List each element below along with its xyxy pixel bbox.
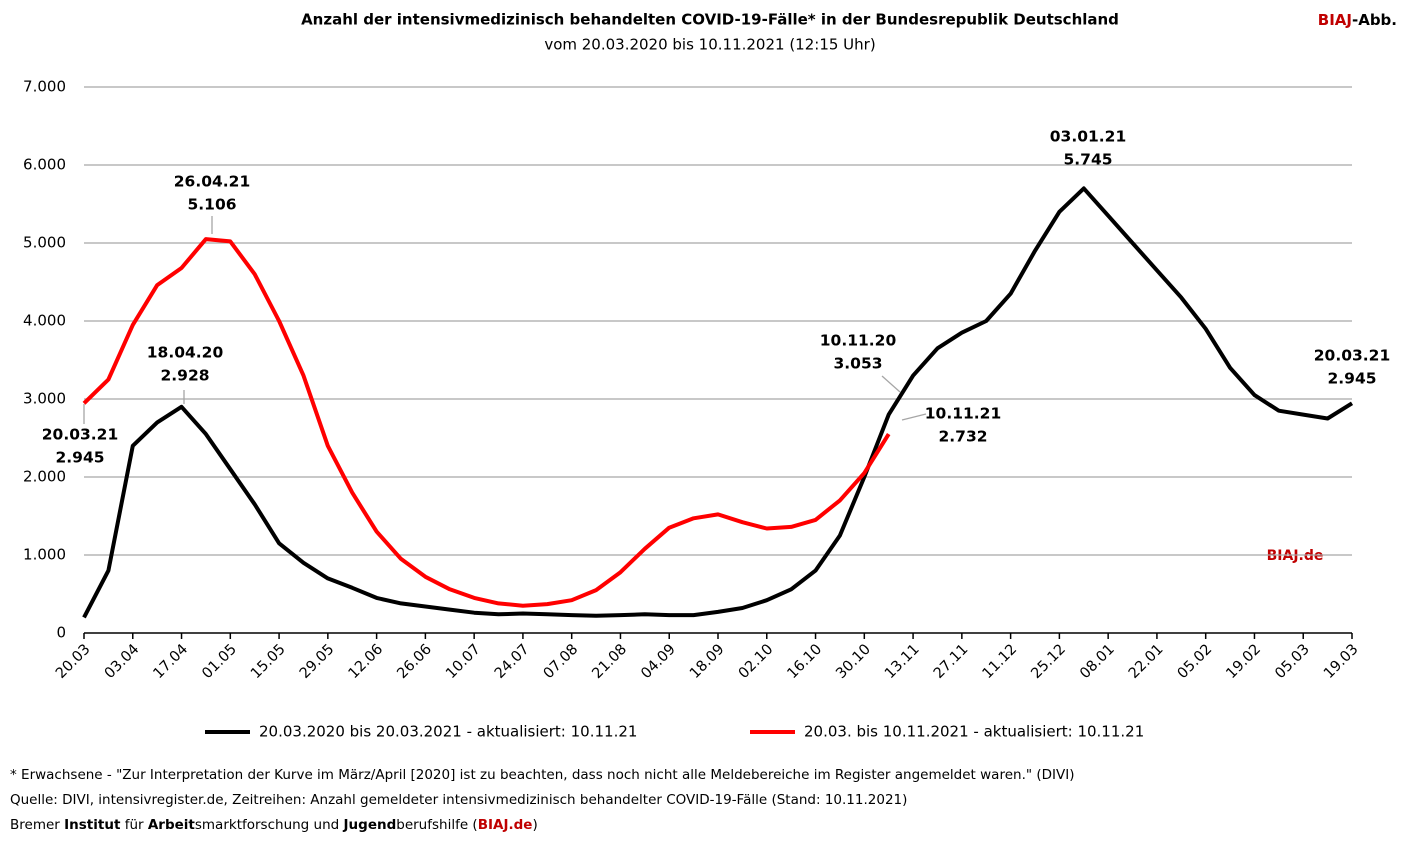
note-part: ) [532, 817, 537, 833]
x-tick-label: 20.03 [53, 641, 94, 682]
note-part: smarktforschung und [195, 817, 344, 833]
x-tick-label: 19.02 [1223, 641, 1264, 682]
x-tick-label: 29.05 [297, 641, 338, 682]
legend-label: 20.03.2020 bis 20.03.2021 - aktualisiert… [259, 723, 637, 741]
y-tick-label: 2.000 [23, 468, 66, 486]
annotation-value: 5.106 [187, 196, 236, 214]
x-tick-label: 07.08 [541, 641, 582, 682]
x-tick-label: 26.06 [394, 641, 435, 682]
note: Bremer Institut für Arbeitsmarktforschun… [10, 817, 538, 833]
x-tick-label: 08.01 [1077, 641, 1118, 682]
note-part: berufshilfe ( [396, 817, 477, 833]
x-tick-label: 12.06 [346, 641, 387, 682]
x-tick-label: 19.03 [1321, 641, 1362, 682]
x-tick-label: 25.12 [1028, 641, 1069, 682]
note-part: Institut [64, 817, 121, 833]
legend-label: 20.03. bis 10.11.2021 - aktualisiert: 10… [804, 723, 1144, 741]
x-tick-label: 05.02 [1175, 641, 1216, 682]
y-tick-label: 6.000 [23, 156, 66, 174]
annotation-date: 18.04.20 [147, 344, 224, 362]
x-tick-label: 22.01 [1126, 641, 1167, 682]
annotation-leader [881, 375, 901, 393]
note-part: Jugend [343, 817, 397, 833]
annotation-date: 26.04.21 [174, 173, 251, 191]
note: Quelle: DIVI, intensivregister.de, Zeitr… [10, 792, 907, 808]
y-tick-label: 4.000 [23, 312, 66, 330]
annotation-value: 5.745 [1063, 151, 1112, 169]
x-tick-label: 01.05 [199, 641, 240, 682]
x-tick-label: 05.03 [1272, 641, 1313, 682]
y-tick-label: 0 [56, 624, 66, 642]
annotation-date: 10.11.21 [925, 405, 1002, 423]
x-tick-label: 18.09 [687, 641, 728, 682]
x-tick-label: 03.04 [102, 641, 143, 682]
brand: BIAJ-Abb. [1318, 11, 1397, 29]
x-tick-label: 24.07 [492, 641, 533, 682]
brand-part: BIAJ [1318, 11, 1352, 29]
annotation-leader [901, 413, 927, 421]
series-line [82, 237, 891, 608]
x-tick-label: 02.10 [736, 641, 777, 682]
y-tick-label: 5.000 [23, 234, 66, 252]
y-tick-label: 7.000 [23, 78, 66, 96]
note: * Erwachsene - "Zur Interpretation der K… [10, 767, 1075, 783]
annotation-value: 2.732 [938, 428, 987, 446]
x-tick-label: 11.12 [980, 641, 1021, 682]
note-part: für [120, 817, 147, 833]
chart-title: Anzahl der intensivmedizinisch behandelt… [301, 11, 1119, 29]
x-tick-label: 27.11 [931, 641, 972, 682]
note-part: Arbeit [148, 817, 196, 833]
annotation-date: 03.01.21 [1050, 128, 1127, 146]
watermark: BIAJ.de [1267, 548, 1324, 564]
brand-part: -Abb. [1352, 11, 1397, 29]
chart-subtitle: vom 20.03.2020 bis 10.11.2021 (12:15 Uhr… [544, 36, 875, 54]
annotation-value: 2.945 [1327, 370, 1376, 388]
annotation-date: 20.03.21 [1314, 347, 1391, 365]
y-tick-label: 1.000 [23, 546, 66, 564]
x-tick-label: 10.07 [443, 641, 484, 682]
series-line [82, 186, 1354, 619]
x-tick-label: 17.04 [151, 641, 192, 682]
note-part: BIAJ.de [478, 817, 533, 833]
x-tick-label: 16.10 [785, 641, 826, 682]
annotation-value: 2.945 [55, 449, 104, 467]
y-tick-label: 3.000 [23, 390, 66, 408]
x-tick-label: 04.09 [638, 641, 679, 682]
annotation-date: 20.03.21 [42, 426, 119, 444]
x-tick-label: 13.11 [882, 641, 923, 682]
x-tick-label: 21.08 [589, 641, 630, 682]
annotation-value: 2.928 [160, 367, 209, 385]
annotation-date: 10.11.20 [820, 332, 897, 350]
x-tick-label: 30.10 [833, 641, 874, 682]
annotation-value: 3.053 [833, 355, 882, 373]
note-part: Bremer [10, 817, 64, 833]
x-tick-label: 15.05 [248, 641, 289, 682]
